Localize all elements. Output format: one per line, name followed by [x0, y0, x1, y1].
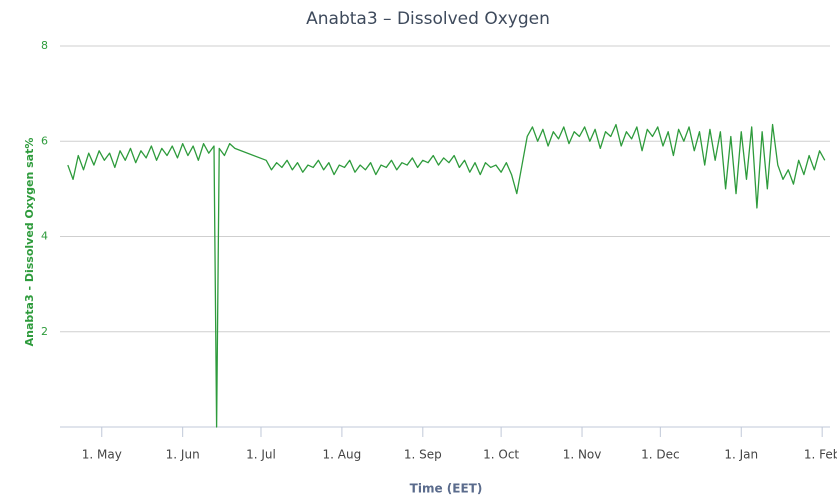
x-tick-label: 1. May [82, 448, 122, 462]
x-tick-label: 1. Jan [724, 448, 758, 462]
y-tick-label: 6 [41, 134, 48, 147]
y-tick-label: 4 [41, 230, 48, 243]
x-tick-label: 1. Aug [323, 448, 362, 462]
x-tick-label: 1. Jul [246, 448, 276, 462]
y-tick-label: 2 [41, 325, 48, 338]
x-tick-label: 1. Feb [804, 448, 837, 462]
x-tick-label: 1. Jun [166, 448, 200, 462]
y-axis-label: Anabta3 - Dissolved Oxygen sat% [23, 138, 36, 347]
data-line [67, 123, 826, 428]
y-tick-label: 8 [41, 39, 48, 52]
x-axis-label: Time (EET) [410, 482, 483, 496]
x-tick-label: 1. Nov [563, 448, 602, 462]
chart-title: Anabta3 – Dissolved Oxygen [306, 9, 550, 29]
x-tick-label: 1. Sep [404, 448, 442, 462]
x-tick-label: 1. Dec [641, 448, 679, 462]
x-tick-label: 1. Oct [483, 448, 519, 462]
